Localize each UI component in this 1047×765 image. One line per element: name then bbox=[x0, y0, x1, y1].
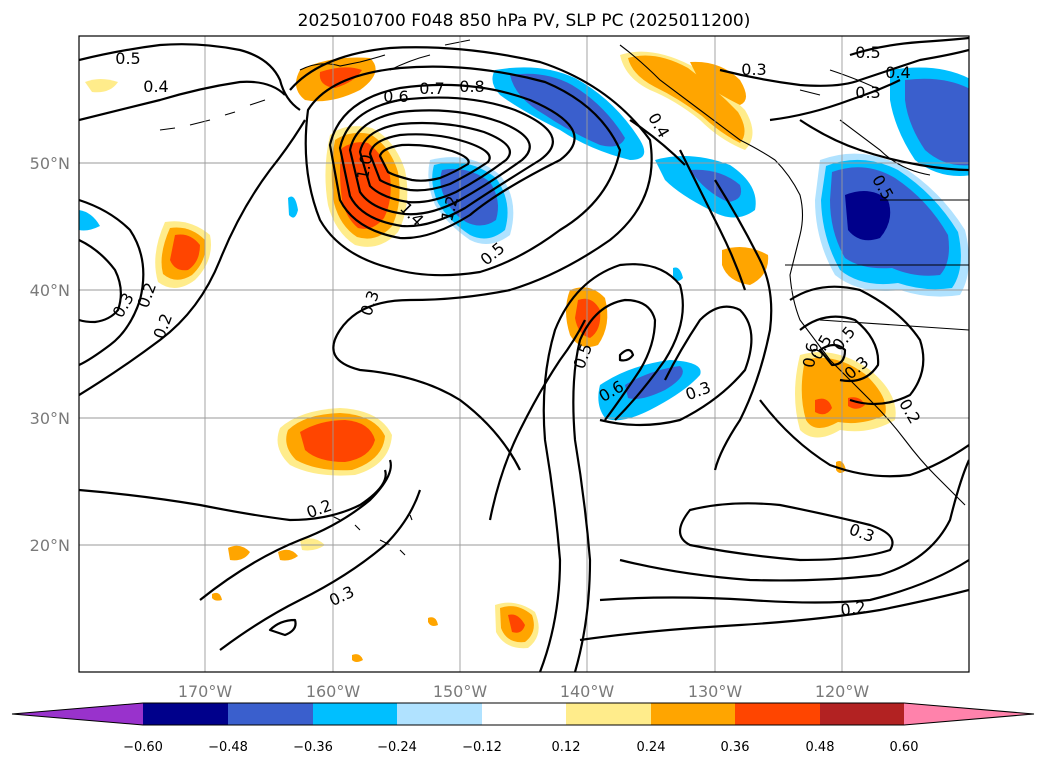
colorbar-segment bbox=[820, 703, 904, 725]
colorbar-outline bbox=[11, 702, 1035, 726]
colorbar-tick-label: 0.60 bbox=[890, 740, 919, 755]
colorbar-tick-label: −0.24 bbox=[377, 740, 417, 755]
colorbar-segment bbox=[735, 703, 820, 725]
colorbar-tick-label: 0.48 bbox=[806, 740, 835, 755]
lon-tick-labels: 170°W 160°W 150°W 140°W 130°W 120°W bbox=[178, 682, 870, 701]
colorbar-segment bbox=[228, 703, 313, 725]
colorbar-tick-label: 0.36 bbox=[721, 740, 750, 755]
map-title: 2025010700 F048 850 hPa PV, SLP PC (2025… bbox=[298, 11, 751, 31]
contour-label: 0.3 bbox=[855, 83, 880, 102]
lat-tick-labels: 50°N 40°N 30°N 20°N bbox=[30, 154, 70, 555]
lat-tick-label: 40°N bbox=[30, 281, 70, 300]
lon-tick-label: 140°W bbox=[560, 682, 615, 701]
colorbar-segment bbox=[651, 703, 735, 725]
contour-label: 1.0 bbox=[353, 153, 376, 181]
colorbar-segment bbox=[313, 703, 397, 725]
colorbar-tick-label: −0.60 bbox=[123, 740, 163, 755]
colorbar: −0.60 −0.48 −0.36 −0.24 −0.12 0.12 0.24 … bbox=[11, 702, 1035, 755]
lon-tick-label: 150°W bbox=[433, 682, 488, 701]
contour-label: 0.6 bbox=[799, 341, 822, 369]
lon-tick-label: 170°W bbox=[178, 682, 233, 701]
lat-tick-label: 20°N bbox=[30, 536, 70, 555]
gridlines bbox=[79, 36, 969, 672]
colorbar-tick-labels: −0.60 −0.48 −0.36 −0.24 −0.12 0.12 0.24 … bbox=[123, 740, 918, 755]
colorbar-tick-label: 0.24 bbox=[637, 740, 666, 755]
slp-contours bbox=[79, 36, 969, 672]
lon-tick-label: 120°W bbox=[815, 682, 870, 701]
colorbar-segment bbox=[397, 703, 482, 725]
contour-label: 0.5 bbox=[855, 43, 880, 62]
contour-label: 0.3 bbox=[741, 60, 766, 79]
colorbar-extend-low bbox=[12, 703, 143, 725]
colorbar-extend-high bbox=[904, 703, 1034, 725]
lat-tick-label: 50°N bbox=[30, 154, 70, 173]
lon-tick-label: 130°W bbox=[688, 682, 743, 701]
map-frame bbox=[78, 35, 970, 673]
coastlines bbox=[159, 39, 969, 556]
colorbar-segment bbox=[566, 703, 651, 725]
contour-label: 0.4 bbox=[143, 77, 168, 96]
colorbar-segment bbox=[143, 703, 228, 725]
contour-label: 0.5 bbox=[115, 49, 140, 68]
map-area: 0.5 0.4 0.6 0.7 0.8 1.0 1.4 1.2 0.5 0.3 … bbox=[79, 36, 969, 672]
colorbar-tick-label: 0.12 bbox=[552, 740, 581, 755]
colorbar-tick-label: −0.12 bbox=[462, 740, 502, 755]
contour-label: 0.8 bbox=[459, 77, 484, 96]
lon-tick-label: 160°W bbox=[306, 682, 361, 701]
contour-label: 0.6 bbox=[383, 87, 408, 106]
pv-shading bbox=[79, 51, 969, 662]
contour-label: 0.4 bbox=[885, 63, 910, 82]
colorbar-segment bbox=[482, 703, 566, 725]
contour-label: 0.2 bbox=[839, 597, 867, 619]
contour-label: 0.7 bbox=[419, 79, 444, 98]
lat-tick-label: 30°N bbox=[30, 409, 70, 428]
colorbar-tick-label: −0.48 bbox=[208, 740, 248, 755]
colorbar-tick-label: −0.36 bbox=[293, 740, 333, 755]
